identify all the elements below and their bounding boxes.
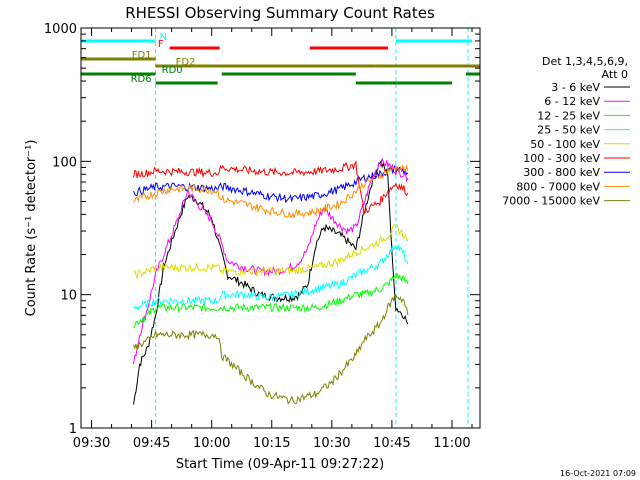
y-tick-label: 10: [60, 289, 77, 304]
series-line-8: [133, 294, 409, 405]
series-line-0: [133, 159, 409, 405]
series-line-5: [133, 159, 409, 215]
legend-header: Det 1,3,4,5,6,9,: [542, 55, 628, 68]
legend-label: 6 - 12 keV: [544, 95, 600, 108]
flag-label-fd2: FD2: [176, 57, 196, 68]
legend-label: 12 - 25 keV: [537, 109, 600, 122]
x-tick-label: 11:00: [433, 436, 470, 451]
x-tick-label: 10:00: [193, 436, 230, 451]
legend-label: 25 - 50 keV: [537, 124, 600, 137]
series-line-3: [133, 243, 409, 311]
y-tick-label: 100: [52, 155, 77, 170]
y-axis-label: Count Rate (s⁻¹ detector⁻¹): [24, 140, 39, 317]
series-line-7: [133, 163, 409, 219]
y-tick-label: 1: [69, 422, 77, 437]
flag-label-fd1: FD1: [132, 50, 152, 61]
legend-label: 300 - 800 keV: [523, 166, 600, 179]
flag-label-rd6: RD6: [131, 74, 152, 85]
legend-label: 7000 - 15000 keV: [502, 195, 600, 208]
legend-label: 50 - 100 keV: [530, 138, 600, 151]
x-tick-label: 09:45: [133, 436, 170, 451]
x-tick-label: 09:30: [73, 436, 110, 451]
series-line-4: [133, 223, 409, 280]
series-line-2: [133, 272, 409, 329]
legend-header: Att 0: [602, 68, 628, 81]
plot-frame: [80, 27, 481, 429]
x-tick-label: 10:30: [313, 436, 350, 451]
x-axis-label: Start Time (09-Apr-11 09:27:22): [176, 457, 384, 472]
series-line-6: [133, 165, 409, 204]
legend-label: 100 - 300 keV: [523, 152, 600, 165]
legend-label: 800 - 7000 keV: [516, 180, 600, 193]
chart-title: RHESSI Observing Summary Count Rates: [125, 4, 435, 22]
timestamp: 16-Oct-2021 07:09: [560, 469, 636, 478]
legend-label: 3 - 6 keV: [551, 81, 600, 94]
flag-label-rd0: RD0: [162, 65, 183, 76]
x-tick-label: 10:45: [373, 436, 410, 451]
flag-label-f: F: [158, 39, 164, 50]
y-tick-label: 1000: [44, 22, 77, 37]
flag-label-n: N: [160, 32, 167, 43]
x-tick-label: 10:15: [253, 436, 290, 451]
